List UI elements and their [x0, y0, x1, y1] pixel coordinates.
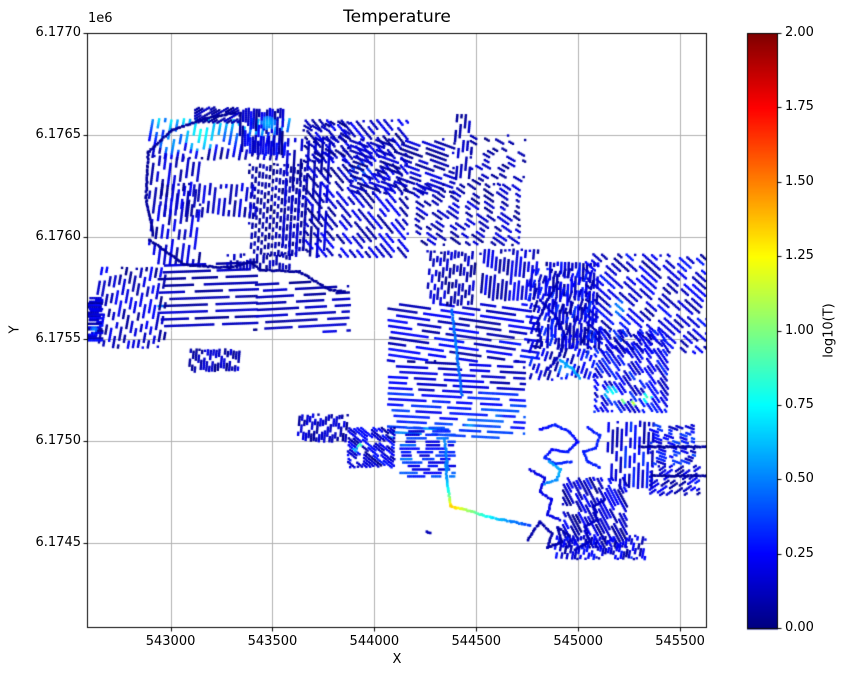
colorbar-tick-label: 2.00 — [785, 25, 814, 40]
chart-title: Temperature — [343, 7, 451, 27]
colorbar-tick-label: 0.75 — [785, 396, 814, 412]
y-axis-label: Y — [7, 325, 23, 334]
y-tick-label: 6.1750 — [35, 432, 82, 448]
x-tick-label: 545000 — [553, 634, 603, 649]
colorbar-tick-label: 1.00 — [785, 322, 814, 338]
x-axis-label: X — [392, 652, 402, 667]
x-tick-label: 544000 — [349, 634, 400, 649]
y-tick-label: 6.1745 — [35, 534, 82, 550]
x-tick-label: 543500 — [247, 634, 298, 649]
x-tick-label: 545500 — [655, 634, 705, 649]
colorbar-tick-label: 0.25 — [785, 545, 814, 561]
y-tick-label: 6.1760 — [35, 228, 82, 244]
y-tick-label: 6.1770 — [35, 25, 82, 40]
colorbar-tick-label: 1.50 — [785, 173, 814, 189]
x-tick-label: 543000 — [145, 634, 196, 649]
y-tick-label: 6.1755 — [35, 330, 82, 346]
y-axis-offset-text: 1e6 — [88, 11, 113, 26]
colorbar-tick-label: 1.75 — [785, 99, 814, 115]
y-tick-label: 6.1765 — [35, 126, 82, 142]
x-tick-label: 544500 — [451, 634, 502, 649]
colorbar-tick-label: 1.25 — [785, 248, 814, 264]
colorbar-tick-label: 0.50 — [785, 471, 814, 487]
colorbar-tick-label: 0.00 — [785, 620, 814, 635]
